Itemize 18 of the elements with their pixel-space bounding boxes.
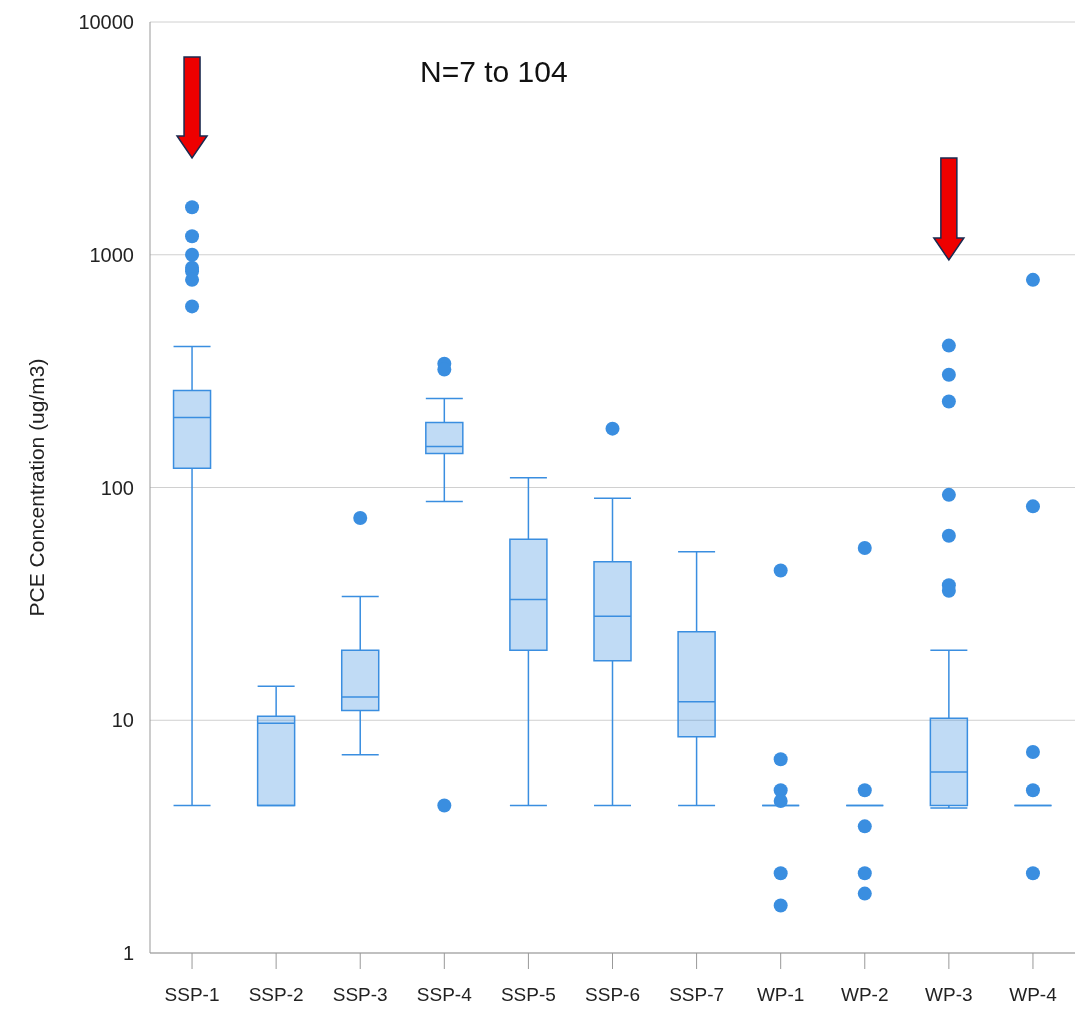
y-tick-label: 1000 — [89, 243, 134, 266]
x-tick-label: SSP-6 — [585, 984, 640, 1005]
x-tick-label: WP-2 — [841, 984, 889, 1005]
y-tick-label: 1 — [122, 942, 134, 964]
x-tick-label: SSP-3 — [332, 984, 388, 1005]
x-tick-label: SSP-5 — [500, 984, 556, 1005]
y-tick-label: 100 — [100, 476, 134, 499]
y-tick-label: 10 — [111, 709, 134, 732]
y-tick-label: 10000 — [78, 11, 134, 33]
x-tick-label: SSP-2 — [248, 984, 304, 1005]
x-tick-label: WP-3 — [925, 984, 973, 1005]
x-tick-label: WP-1 — [756, 984, 805, 1005]
y-axis-title: PCE Concentration (ug/m3) — [25, 358, 48, 617]
x-tick-label: SSP-4 — [416, 984, 473, 1005]
x-tick-label: WP-4 — [1009, 984, 1058, 1005]
x-tick-label: SSP-1 — [164, 984, 220, 1005]
x-tick-label: SSP-7 — [669, 984, 725, 1005]
annotation: N=7 to 104 — [420, 55, 568, 88]
